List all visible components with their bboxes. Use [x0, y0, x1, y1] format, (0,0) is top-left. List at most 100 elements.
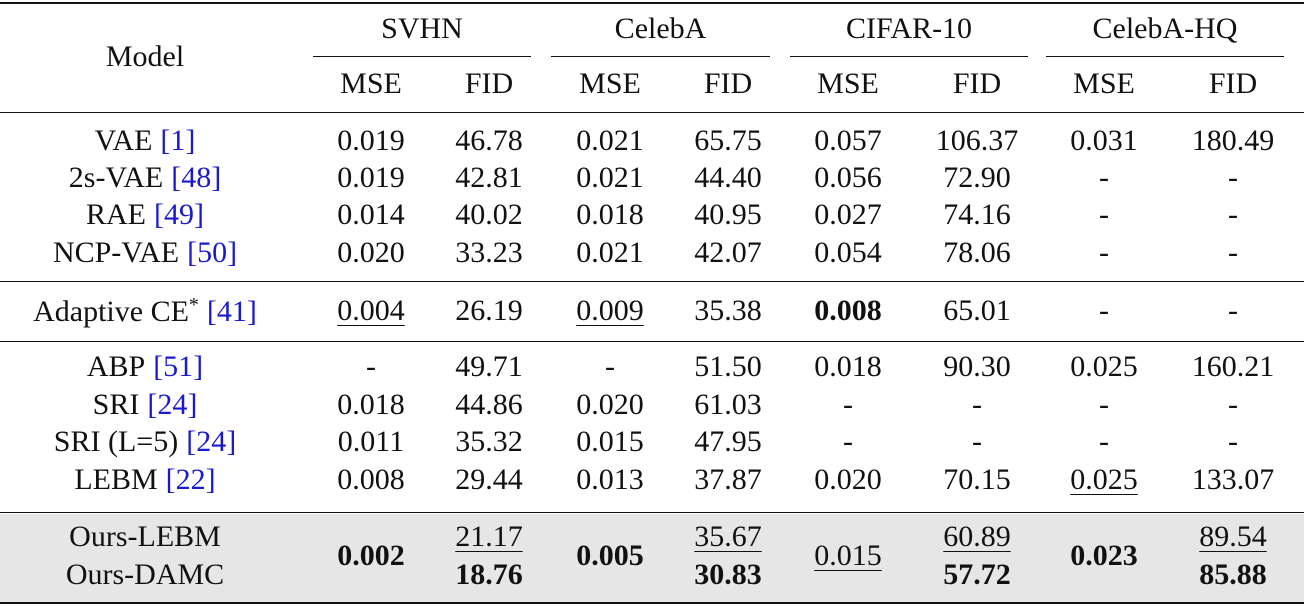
cell: - [1228, 236, 1238, 269]
model-cell: VAE [1] [95, 126, 196, 156]
cell: 0.027 [814, 198, 882, 231]
cell: 0.005 [576, 539, 644, 572]
cell: 37.87 [694, 463, 762, 496]
cell: 65.75 [694, 124, 762, 157]
cell: 0.004 [337, 294, 405, 327]
cell: 0.031 [1070, 124, 1138, 157]
model-cell: LEBM [22] [74, 465, 215, 495]
cell: 61.03 [694, 388, 762, 421]
cell: 0.023 [1070, 539, 1138, 572]
cell: 180.49 [1191, 124, 1275, 157]
citation: [49] [154, 198, 204, 231]
cell: - [1228, 294, 1238, 327]
citation: [1] [160, 124, 196, 157]
cell: 40.02 [455, 198, 523, 231]
cell: - [1228, 198, 1238, 231]
cell: 0.056 [814, 161, 882, 194]
top-rule [0, 2, 1304, 4]
cell: - [1099, 161, 1109, 194]
cell: 0.021 [576, 236, 644, 269]
cell: 0.019 [337, 124, 405, 157]
cell: 0.057 [814, 124, 882, 157]
model-cell: ABP [51] [87, 352, 203, 382]
model-name: Ours-LEBM [69, 520, 221, 553]
section-rule [0, 281, 1304, 282]
metric-header: MSE [817, 67, 879, 100]
cell-line: 21.17 [455, 520, 523, 553]
cell: 78.06 [943, 236, 1011, 269]
cell-line: 85.88 [1199, 558, 1267, 591]
section-rule [0, 512, 1304, 513]
model-name: VAE [94, 124, 153, 157]
model-cell: SRI [24] [93, 390, 198, 420]
cell: - [605, 350, 615, 383]
cell: 65.01 [943, 294, 1011, 327]
model-name: SRI [92, 388, 140, 421]
metric-header: FID [1208, 67, 1258, 100]
cell-line: 57.72 [943, 558, 1011, 591]
cell: 51.50 [694, 350, 762, 383]
cell: 46.78 [455, 124, 523, 157]
model-cell: RAE [49] [86, 200, 204, 230]
cell: 0.014 [337, 198, 405, 231]
cell: 0.025 [1070, 463, 1138, 496]
cell: 0.013 [576, 463, 644, 496]
cell-line: 35.67 [694, 520, 762, 553]
cell: 0.019 [337, 161, 405, 194]
model-name: 2s-VAE [68, 161, 164, 194]
cell: - [972, 425, 982, 458]
model-name: LEBM [74, 463, 158, 496]
cell: 0.020 [576, 388, 644, 421]
cell: 0.021 [576, 124, 644, 157]
cell: 44.40 [694, 161, 762, 194]
model-name: ABP [86, 350, 146, 383]
citation: [24] [147, 388, 198, 421]
group-rule [313, 56, 531, 57]
model-cell: Adaptive CE* [41] [33, 295, 257, 327]
model-name: Ours-DAMC [65, 558, 225, 591]
cell-line: 89.54 [1199, 520, 1267, 553]
cell: 160.21 [1191, 350, 1275, 383]
model-cell: SRI (L=5) [24] [54, 427, 236, 457]
citation: [50] [187, 236, 238, 269]
model-name: SRI (L=5) [53, 425, 179, 458]
cell: - [843, 425, 853, 458]
header-rule [0, 112, 1304, 113]
cell: 0.018 [576, 198, 644, 231]
model-name: RAE [86, 198, 147, 231]
cell: 0.021 [576, 161, 644, 194]
cell: - [1099, 388, 1109, 421]
cell: - [972, 388, 982, 421]
cell: 0.011 [337, 425, 405, 458]
model-name: NCP-VAE [52, 236, 180, 269]
cell: - [1099, 425, 1109, 458]
cell: 0.009 [576, 294, 644, 327]
group-header: SVHN [381, 12, 463, 45]
cell: 42.81 [455, 161, 523, 194]
shaded-band [0, 514, 1304, 602]
cell: 0.018 [814, 350, 882, 383]
cell: 133.07 [1191, 463, 1275, 496]
cell: 47.95 [694, 425, 762, 458]
model-header: Model [105, 40, 185, 73]
cell: - [1099, 198, 1109, 231]
citation: [48] [171, 161, 222, 194]
metric-header: MSE [579, 67, 641, 100]
group-rule [551, 56, 770, 57]
cell: 0.015 [814, 539, 882, 572]
cell: 0.054 [814, 236, 882, 269]
cell: 33.23 [455, 236, 523, 269]
cell: 40.95 [694, 198, 762, 231]
section-rule [0, 341, 1304, 342]
model-name: Adaptive CE [33, 295, 189, 328]
group-rule [790, 56, 1028, 57]
cell: - [1099, 294, 1109, 327]
citation: [22] [165, 463, 216, 496]
group-header: CelebA-HQ [1092, 12, 1238, 45]
cell-line: 18.76 [455, 558, 523, 591]
cell: 0.002 [337, 539, 405, 572]
cell: 44.86 [455, 388, 523, 421]
cell: 42.07 [694, 236, 762, 269]
cell: 0.015 [576, 425, 644, 458]
